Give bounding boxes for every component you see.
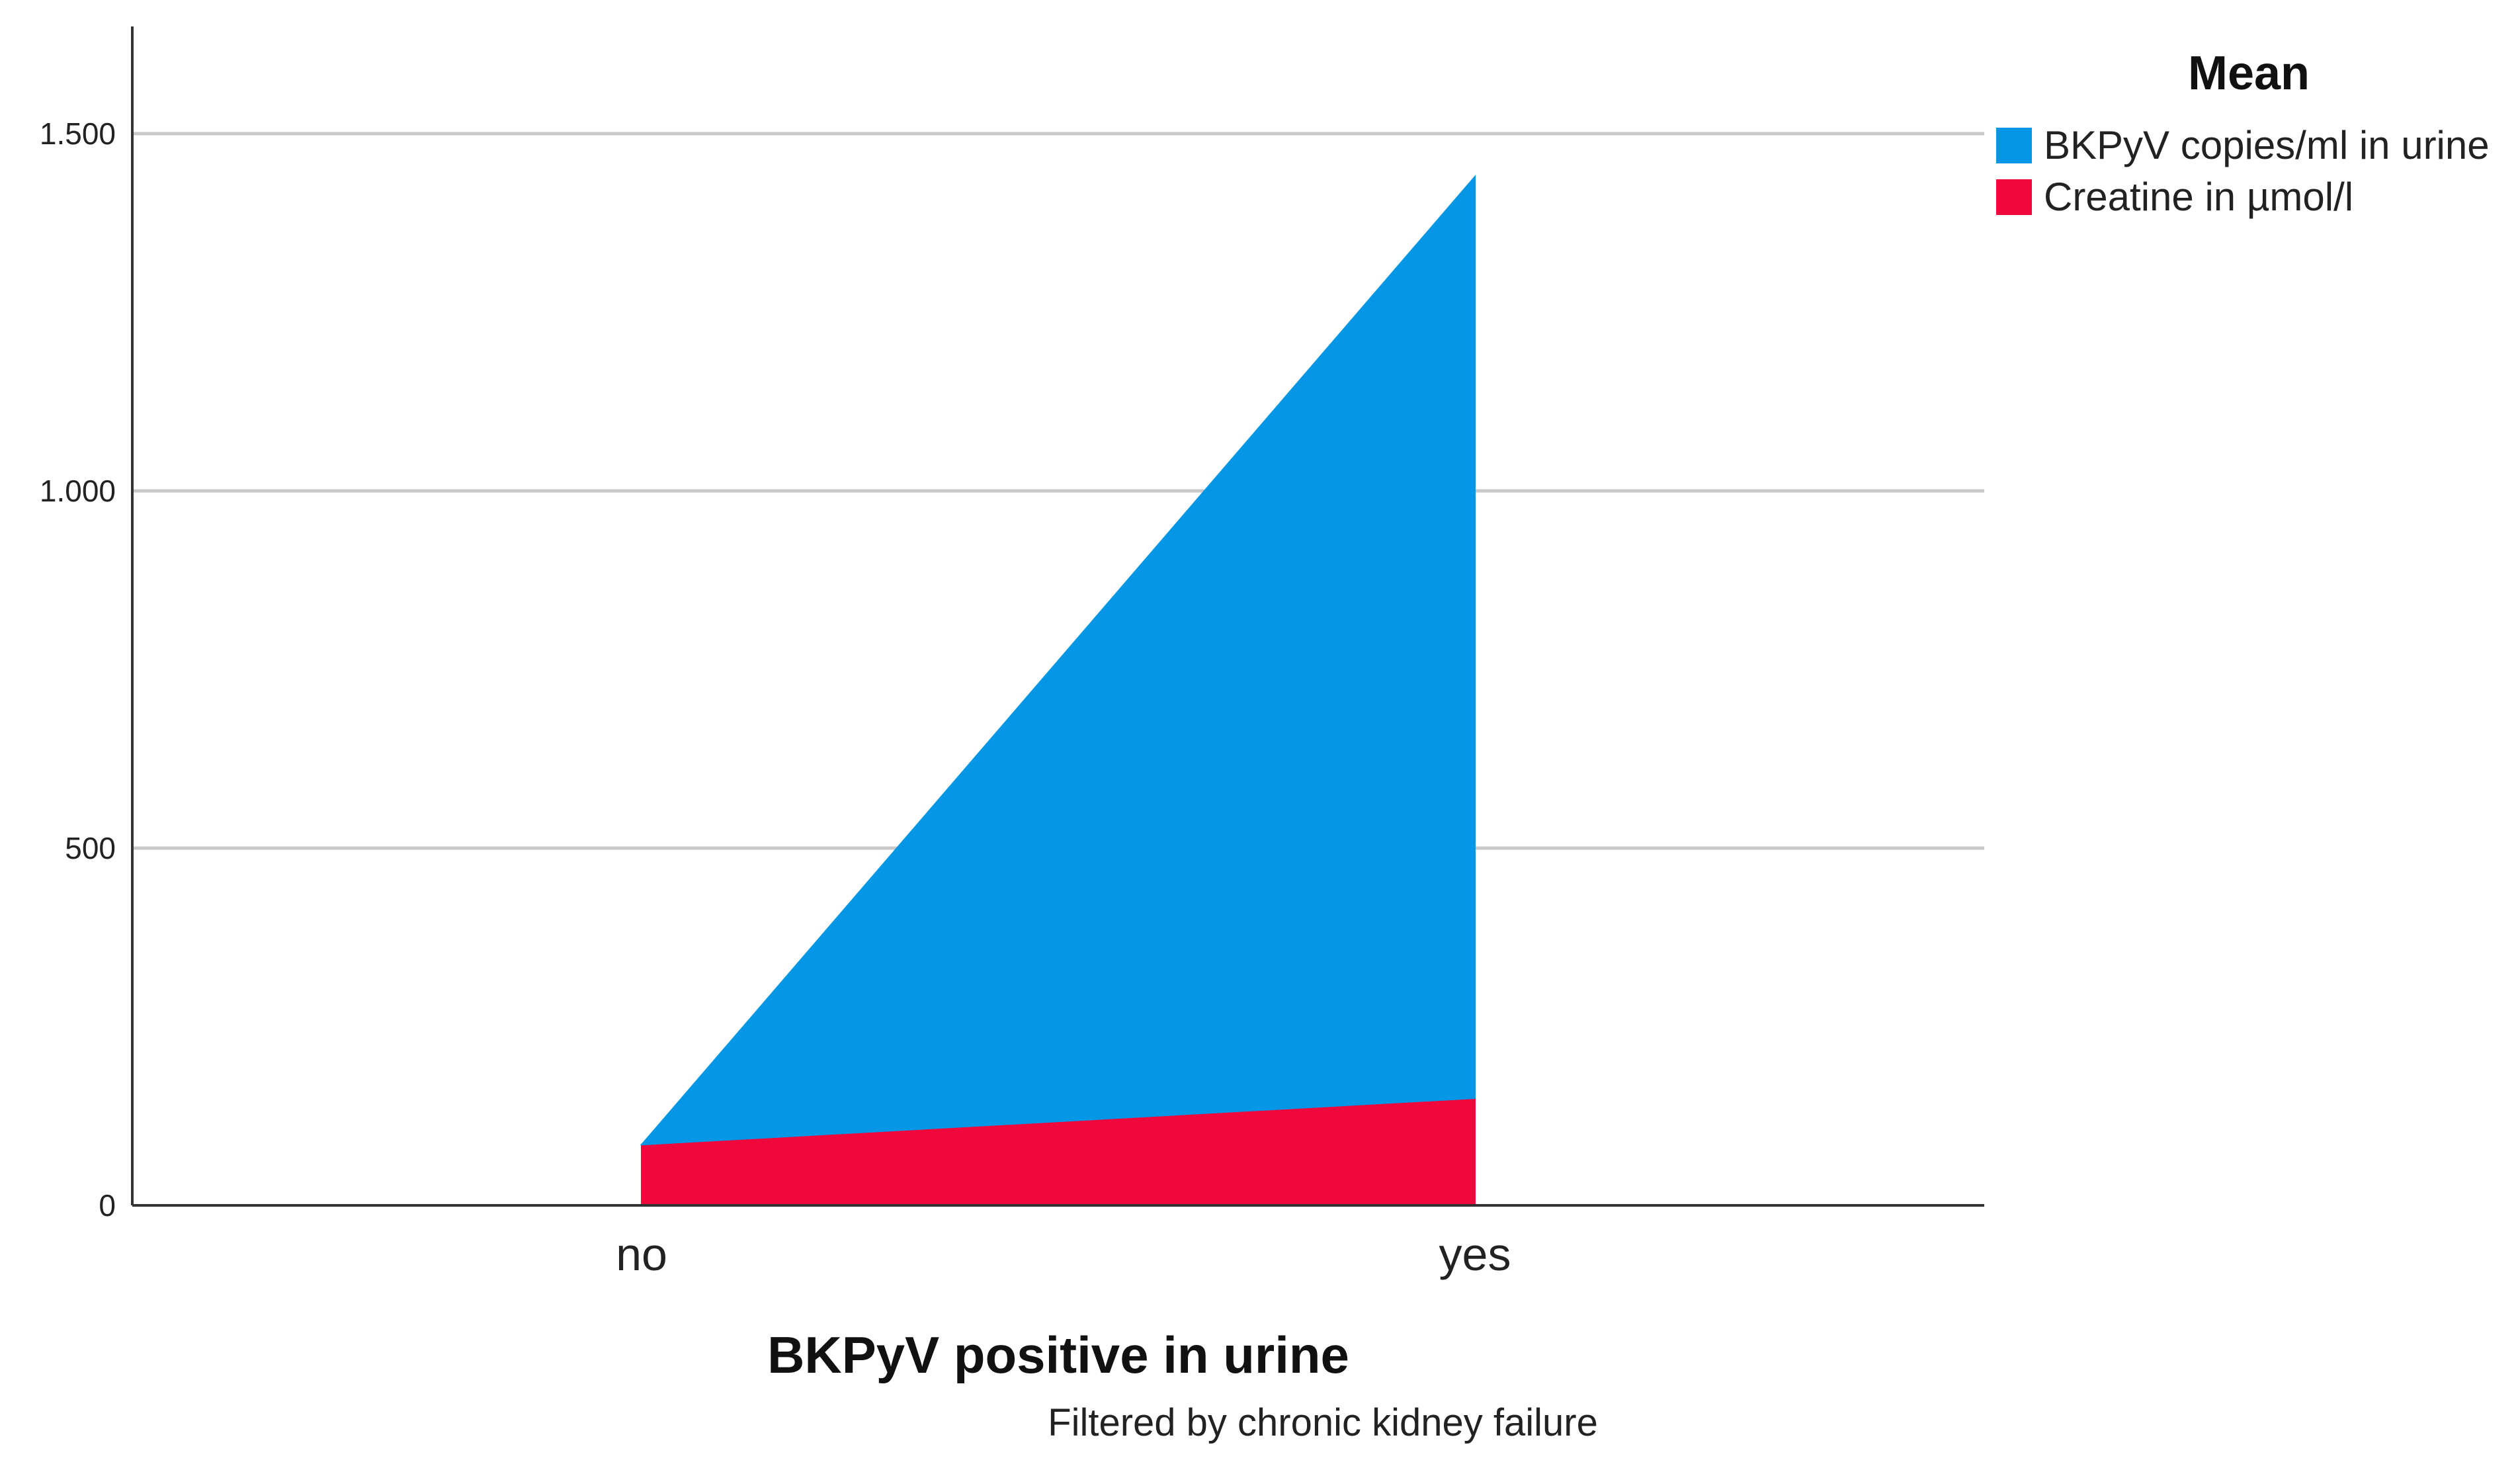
y-tick-label-0: 0 <box>99 1188 116 1223</box>
x-tick-label-1: yes <box>1439 1229 1511 1280</box>
legend-label-1: Creatine in µmol/l <box>2044 175 2353 219</box>
axes <box>131 26 1984 1207</box>
legend-items: BKPyV copies/ml in urine Creatine in µmol… <box>1996 123 2490 219</box>
y-tick-label-1: 500 <box>65 831 116 865</box>
y-tick-label-3: 1.500 <box>40 116 116 151</box>
y-axis-ticks: 0 500 1.000 1.500 <box>40 116 116 1223</box>
area-series-1 <box>640 175 1476 1146</box>
y-tick-label-2: 1.000 <box>40 474 116 508</box>
legend-title: Mean <box>2188 47 2310 100</box>
legend: Mean BKPyV copies/ml in urine Creatine in… <box>1996 47 2490 219</box>
plot-areas <box>640 175 1476 1206</box>
legend-swatch-1 <box>1996 179 2032 215</box>
x-axis-ticks: no yes <box>616 1229 1511 1280</box>
x-tick-label-0: no <box>616 1229 667 1280</box>
filter-footnote: Filtered by chronic kidney failure <box>1048 1401 1598 1444</box>
legend-swatch-0 <box>1996 128 2032 163</box>
legend-label-0: BKPyV copies/ml in urine <box>2044 123 2490 167</box>
x-axis-title: BKPyV positive in urine <box>767 1326 1349 1384</box>
